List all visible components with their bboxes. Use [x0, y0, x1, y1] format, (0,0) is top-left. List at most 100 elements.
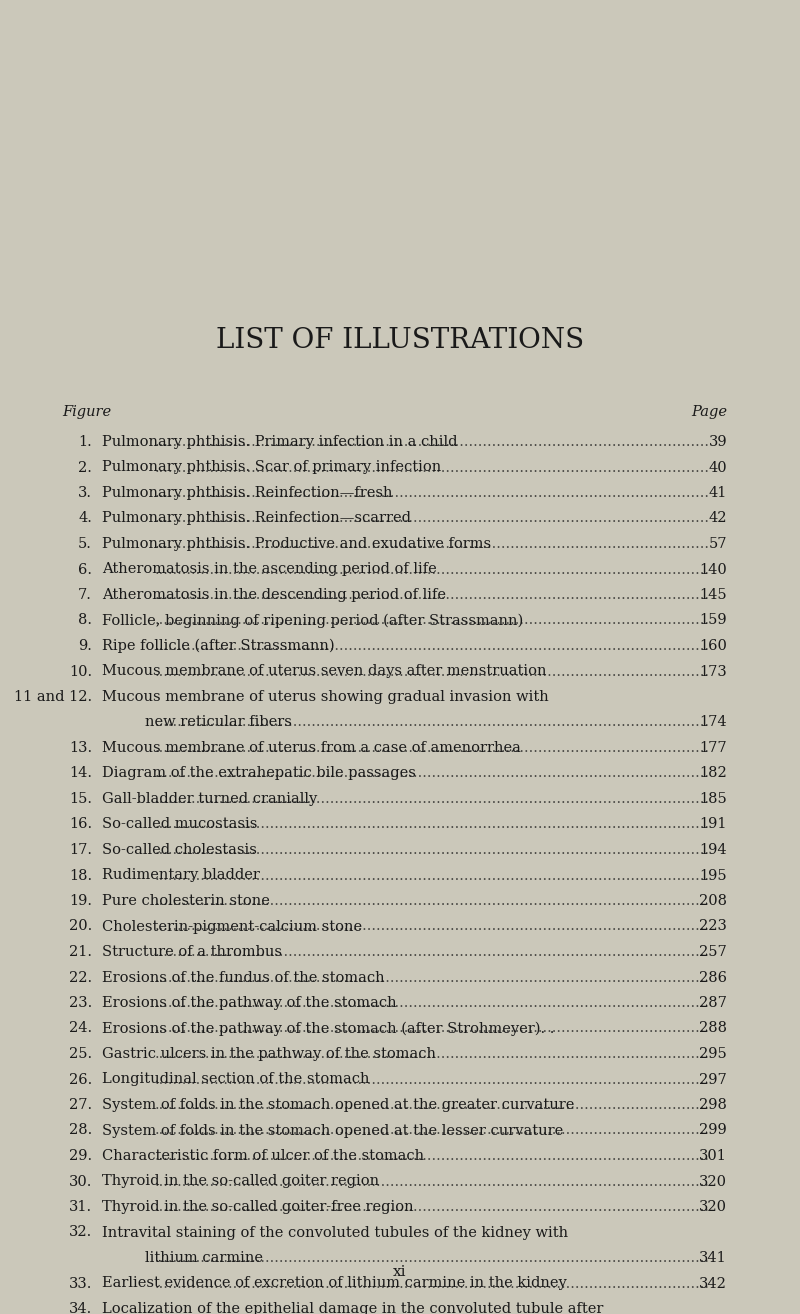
Text: lithium carmine: lithium carmine: [145, 1251, 263, 1265]
Text: Pulmonary phthisis. Scar of primary infection: Pulmonary phthisis. Scar of primary infe…: [102, 460, 442, 474]
Text: 20.: 20.: [69, 920, 92, 933]
Text: Erosions of the pathway of the stomach (after Strohmeyer). .: Erosions of the pathway of the stomach (…: [102, 1021, 554, 1035]
Text: Page: Page: [691, 405, 727, 419]
Text: ................................................................................: ........................................…: [155, 1021, 710, 1035]
Text: 23.: 23.: [69, 996, 92, 1010]
Text: Pulmonary phthisis. Reinfection—fresh: Pulmonary phthisis. Reinfection—fresh: [102, 486, 393, 501]
Text: 177: 177: [699, 741, 727, 756]
Text: 286: 286: [699, 971, 727, 984]
Text: ................................................................................: ........................................…: [155, 1099, 710, 1112]
Text: Diagram of the extrahepatic bile passages: Diagram of the extrahepatic bile passage…: [102, 766, 416, 781]
Text: Pulmonary phthisis. Reinfection—scarred: Pulmonary phthisis. Reinfection—scarred: [102, 511, 411, 526]
Text: ................................................................................: ........................................…: [155, 435, 710, 449]
Text: ................................................................................: ........................................…: [155, 562, 710, 577]
Text: ................................................................................: ........................................…: [155, 614, 710, 628]
Text: Pure cholesterin stone: Pure cholesterin stone: [102, 894, 270, 908]
Text: 24.: 24.: [69, 1021, 92, 1035]
Text: ................................................................................: ........................................…: [155, 792, 710, 805]
Text: 7.: 7.: [78, 587, 92, 602]
Text: ................................................................................: ........................................…: [155, 1200, 710, 1214]
Text: 191: 191: [699, 817, 727, 832]
Text: 11 and 12.: 11 and 12.: [14, 690, 92, 704]
Text: 320: 320: [699, 1175, 727, 1188]
Text: 194: 194: [699, 844, 727, 857]
Text: 57: 57: [709, 537, 727, 551]
Text: ................................................................................: ........................................…: [155, 766, 710, 781]
Text: 145: 145: [699, 587, 727, 602]
Text: 185: 185: [699, 792, 727, 805]
Text: 299: 299: [699, 1123, 727, 1138]
Text: 16.: 16.: [69, 817, 92, 832]
Text: ................................................................................: ........................................…: [155, 460, 710, 474]
Text: ................................................................................: ........................................…: [155, 817, 710, 832]
Text: ................................................................................: ........................................…: [155, 894, 710, 908]
Text: ................................................................................: ........................................…: [155, 741, 710, 756]
Text: ................................................................................: ........................................…: [155, 1148, 710, 1163]
Text: 208: 208: [699, 894, 727, 908]
Text: xi: xi: [394, 1265, 406, 1279]
Text: Mucous membrane of uterus from a case of amenorrhea: Mucous membrane of uterus from a case of…: [102, 741, 521, 756]
Text: ................................................................................: ........................................…: [155, 920, 710, 933]
Text: 30.: 30.: [69, 1175, 92, 1188]
Text: ................................................................................: ........................................…: [155, 1072, 710, 1087]
Text: 1.: 1.: [78, 435, 92, 449]
Text: ................................................................................: ........................................…: [155, 996, 710, 1010]
Text: ................................................................................: ........................................…: [155, 665, 710, 678]
Text: Thyroid in the so-called goiter-free region: Thyroid in the so-called goiter-free reg…: [102, 1200, 414, 1214]
Text: Localization of the epithelial damage in the convoluted tubule after: Localization of the epithelial damage in…: [102, 1302, 603, 1314]
Text: Atheromatosis in the descending period of life: Atheromatosis in the descending period o…: [102, 587, 446, 602]
Text: Erosions of the fundus of the stomach: Erosions of the fundus of the stomach: [102, 971, 385, 984]
Text: 4.: 4.: [78, 511, 92, 526]
Text: ................................................................................: ........................................…: [155, 486, 710, 501]
Text: new reticular fibers: new reticular fibers: [145, 716, 292, 729]
Text: Gastric ulcers in the pathway of the stomach: Gastric ulcers in the pathway of the sto…: [102, 1047, 436, 1060]
Text: ................................................................................: ........................................…: [155, 587, 710, 602]
Text: ................................................................................: ........................................…: [155, 1123, 710, 1138]
Text: So-called mucostasis: So-called mucostasis: [102, 817, 258, 832]
Text: 160: 160: [699, 639, 727, 653]
Text: 3.: 3.: [78, 486, 92, 501]
Text: 22.: 22.: [69, 971, 92, 984]
Text: 27.: 27.: [69, 1099, 92, 1112]
Text: 31.: 31.: [69, 1200, 92, 1214]
Text: Cholesterin-pigment-calcium stone: Cholesterin-pigment-calcium stone: [102, 920, 362, 933]
Text: ................................................................................: ........................................…: [155, 1276, 710, 1290]
Text: 257: 257: [699, 945, 727, 959]
Text: Figure: Figure: [62, 405, 111, 419]
Text: 140: 140: [699, 562, 727, 577]
Text: Rudimentary bladder: Rudimentary bladder: [102, 869, 260, 883]
Text: 223: 223: [699, 920, 727, 933]
Text: 32.: 32.: [69, 1226, 92, 1239]
Text: Mucous membrane of uterus showing gradual invasion with: Mucous membrane of uterus showing gradua…: [102, 690, 549, 704]
Text: Pulmonary phthisis. Productive and exudative forms: Pulmonary phthisis. Productive and exuda…: [102, 537, 491, 551]
Text: 195: 195: [699, 869, 727, 883]
Text: System of folds in the stomach opened at the lesser curvature: System of folds in the stomach opened at…: [102, 1123, 563, 1138]
Text: 174: 174: [699, 716, 727, 729]
Text: System of folds in the stomach opened at the greater curvature: System of folds in the stomach opened at…: [102, 1099, 574, 1112]
Text: 25.: 25.: [69, 1047, 92, 1060]
Text: 40: 40: [708, 460, 727, 474]
Text: Thyroid in the so-called goiter region: Thyroid in the so-called goiter region: [102, 1175, 379, 1188]
Text: 29.: 29.: [69, 1148, 92, 1163]
Text: ................................................................................: ........................................…: [155, 869, 710, 883]
Text: 18.: 18.: [69, 869, 92, 883]
Text: Pulmonary phthisis. Primary infection in a child: Pulmonary phthisis. Primary infection in…: [102, 435, 458, 449]
Text: ................................................................................: ........................................…: [155, 511, 710, 526]
Text: 320: 320: [699, 1200, 727, 1214]
Text: Ripe follicle (after Strassmann): Ripe follicle (after Strassmann): [102, 639, 334, 653]
Text: Erosions of the pathway of the stomach: Erosions of the pathway of the stomach: [102, 996, 397, 1010]
Text: 28.: 28.: [69, 1123, 92, 1138]
Text: ................................................................................: ........................................…: [155, 716, 710, 729]
Text: 288: 288: [699, 1021, 727, 1035]
Text: 13.: 13.: [69, 741, 92, 756]
Text: ................................................................................: ........................................…: [155, 1175, 710, 1188]
Text: 14.: 14.: [69, 766, 92, 781]
Text: 33.: 33.: [69, 1276, 92, 1290]
Text: 301: 301: [699, 1148, 727, 1163]
Text: 2.: 2.: [78, 460, 92, 474]
Text: Atheromatosis in the ascending period of life: Atheromatosis in the ascending period of…: [102, 562, 437, 577]
Text: Follicle, beginning of ripening period (after Strassmann): Follicle, beginning of ripening period (…: [102, 614, 523, 628]
Text: 297: 297: [699, 1072, 727, 1087]
Text: ................................................................................: ........................................…: [155, 1251, 710, 1265]
Text: 5.: 5.: [78, 537, 92, 551]
